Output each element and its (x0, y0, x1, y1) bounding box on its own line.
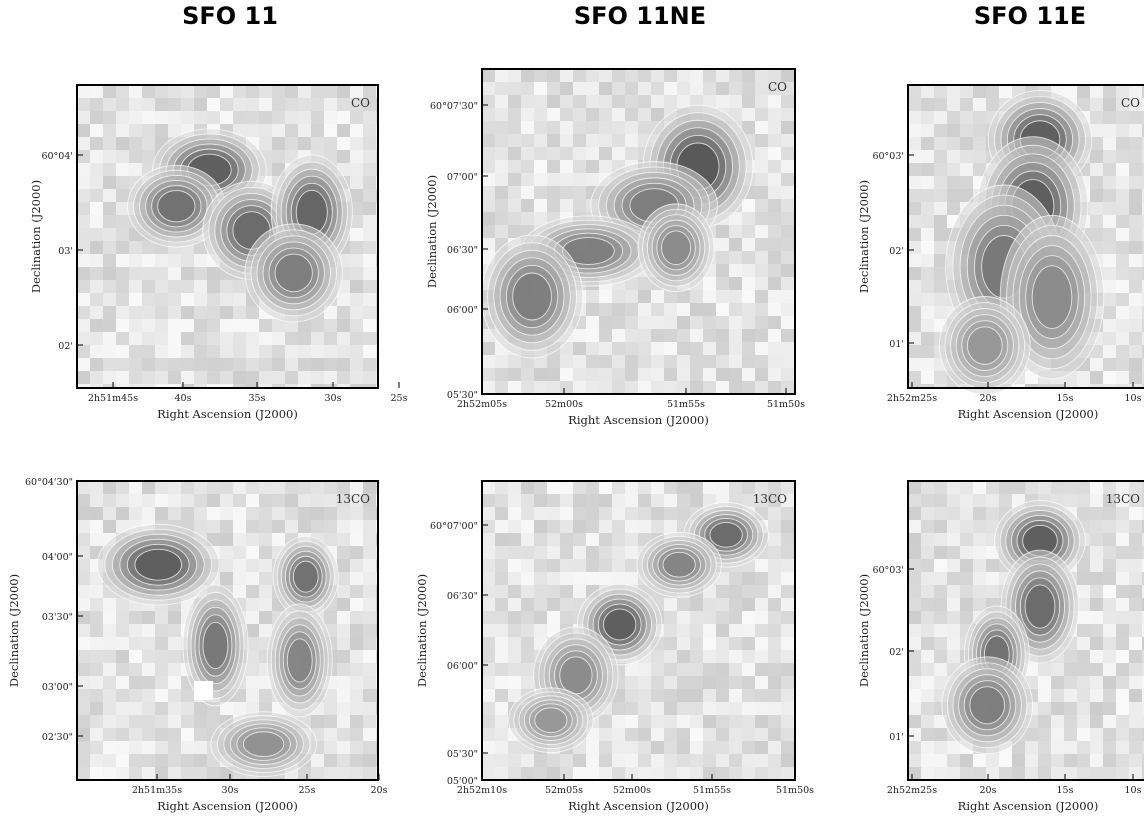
ra-tick-label: 30s (222, 785, 239, 796)
map-panel-sfo11-co: CO 2h51m45s 40s 35s 30s 25s 60°04' 03' 02' Right … (29, 84, 408, 421)
dec-tick-label: 60°03' (872, 565, 904, 576)
dec-tick-label: 05'30" (447, 390, 478, 401)
tracer-label: CO (351, 96, 370, 110)
emission-structure (480, 104, 754, 359)
dec-tick-label: 06'30" (447, 591, 478, 602)
ra-tick-label: 51m55s (693, 785, 731, 796)
ra-axis-label: Right Ascension (J2000) (568, 799, 709, 813)
map-frame (76, 84, 379, 389)
column-title-sfo11e: SFO 11E (973, 2, 1087, 30)
ra-tick-label: 35s (249, 393, 266, 404)
ra-tick-label: 25s (391, 393, 408, 404)
ra-axis-label: Right Ascension (J2000) (568, 413, 709, 427)
column-title-sfo11: SFO 11 (182, 2, 278, 30)
emission-structure (941, 499, 1086, 755)
ra-tick-label: 52m00s (613, 785, 651, 796)
column-title-sfo11ne: SFO 11NE (573, 2, 707, 30)
ra-tick-label: 52m05s (545, 785, 583, 796)
dec-axis-label: Declination (J2000) (857, 574, 871, 687)
ra-tick-label: 51m50s (767, 399, 805, 410)
map-panel-sfo11e-co: CO 2h52m25s 20s 15s 10s 60°03' 02' 01' Right Asc… (857, 84, 1144, 421)
map-panel-sfo11ne-co: CO 2h52m05s 52m00s 51m55s 51m50s 60°07'30" 07'… (425, 68, 805, 427)
dec-axis-label: Declination (J2000) (7, 574, 21, 687)
ra-tick-label: 20s (371, 785, 388, 796)
ra-tick-label: 2h52m05s (457, 399, 507, 410)
dec-axis-label: Declination (J2000) (425, 175, 439, 288)
ra-tick-label: 20s (980, 393, 997, 404)
masked-pixel (194, 681, 213, 700)
emission-structure (96, 523, 339, 777)
tracer-label: 13CO (753, 492, 787, 506)
dec-tick-label: 06'30" (447, 245, 478, 256)
dec-tick-label: 06'00" (447, 305, 478, 316)
dec-tick-label: 02' (889, 246, 904, 257)
dec-tick-label: 60°07'00" (430, 521, 478, 532)
ra-tick-label: 51m55s (667, 399, 705, 410)
map-frame (76, 480, 379, 781)
ra-tick-label: 10s (1125, 785, 1142, 796)
ra-axis-label: Right Ascension (J2000) (157, 799, 298, 813)
dec-tick-label: 02' (58, 341, 73, 352)
ra-tick-label: 10s (1125, 393, 1142, 404)
tracer-label: 13CO (1106, 492, 1140, 506)
dec-tick-label: 01' (889, 732, 904, 743)
ra-tick-label: 52m00s (545, 399, 583, 410)
ra-tick-label: 2h52m25s (887, 785, 937, 796)
tracer-label: 13CO (336, 492, 370, 506)
ra-tick-label: 2h51m35s (132, 785, 182, 796)
dec-tick-label: 03' (58, 246, 73, 257)
dec-axis-label: Declination (J2000) (29, 180, 43, 293)
dec-tick-label: 02'30" (42, 732, 73, 743)
dec-tick-label: 03'00" (42, 682, 73, 693)
dec-tick-label: 05'00" (447, 776, 478, 787)
ra-tick-label: 40s (175, 393, 192, 404)
dec-axis-label: Declination (J2000) (415, 574, 429, 687)
tracer-label: CO (1121, 96, 1140, 110)
dec-tick-label: 60°04'30" (25, 477, 73, 488)
emission-structure (938, 90, 1105, 396)
dec-tick-label: 60°07'30" (430, 101, 478, 112)
map-frame (907, 480, 1144, 781)
ra-axis-label: Right Ascension (J2000) (958, 407, 1099, 421)
ra-tick-label: 2h52m25s (887, 393, 937, 404)
ra-tick-label: 2h51m45s (88, 393, 138, 404)
emission-structure (508, 502, 769, 753)
ra-tick-label: 2h52m10s (457, 785, 507, 796)
tracer-label: CO (768, 80, 787, 94)
map-panel-sfo11ne-13co: 13CO 2h52m10s 52m05s 52m00s 51m55s 51m50s 60°0… (415, 480, 814, 813)
map-panel-sfo11-13co: 13CO 2h51m35s 30s 25s 20s 60°04'30" 04'00" 03'3… (7, 477, 388, 813)
map-frame (481, 480, 796, 781)
dec-tick-label: 05'30" (447, 749, 478, 760)
dec-tick-label: 06'00" (447, 661, 478, 672)
dec-tick-label: 01' (889, 339, 904, 350)
ra-tick-label: 51m50s (776, 785, 814, 796)
emission-structure (127, 128, 353, 323)
ra-tick-label: 15s (1057, 785, 1074, 796)
ra-axis-label: Right Ascension (J2000) (157, 407, 298, 421)
ra-tick-label: 25s (299, 785, 316, 796)
dec-tick-label: 60°04' (41, 151, 73, 162)
ra-tick-label: 20s (980, 785, 997, 796)
ra-tick-label: 30s (325, 393, 342, 404)
map-frame (907, 84, 1144, 389)
ra-tick-label: 15s (1057, 393, 1074, 404)
dec-tick-label: 04'00" (42, 552, 73, 563)
dec-tick-label: 60°03' (872, 151, 904, 162)
dec-tick-label: 02' (889, 647, 904, 658)
dec-tick-label: 07'00" (447, 172, 478, 183)
map-panel-sfo11e-13co: 13CO 2h52m25s 20s 15s 10s 60°03' 02' 01' Right A… (857, 480, 1144, 813)
dec-tick-label: 03'30" (42, 612, 73, 623)
ra-axis-label: Right Ascension (J2000) (958, 799, 1099, 813)
map-frame (481, 68, 796, 395)
dec-axis-label: Declination (J2000) (857, 180, 871, 293)
